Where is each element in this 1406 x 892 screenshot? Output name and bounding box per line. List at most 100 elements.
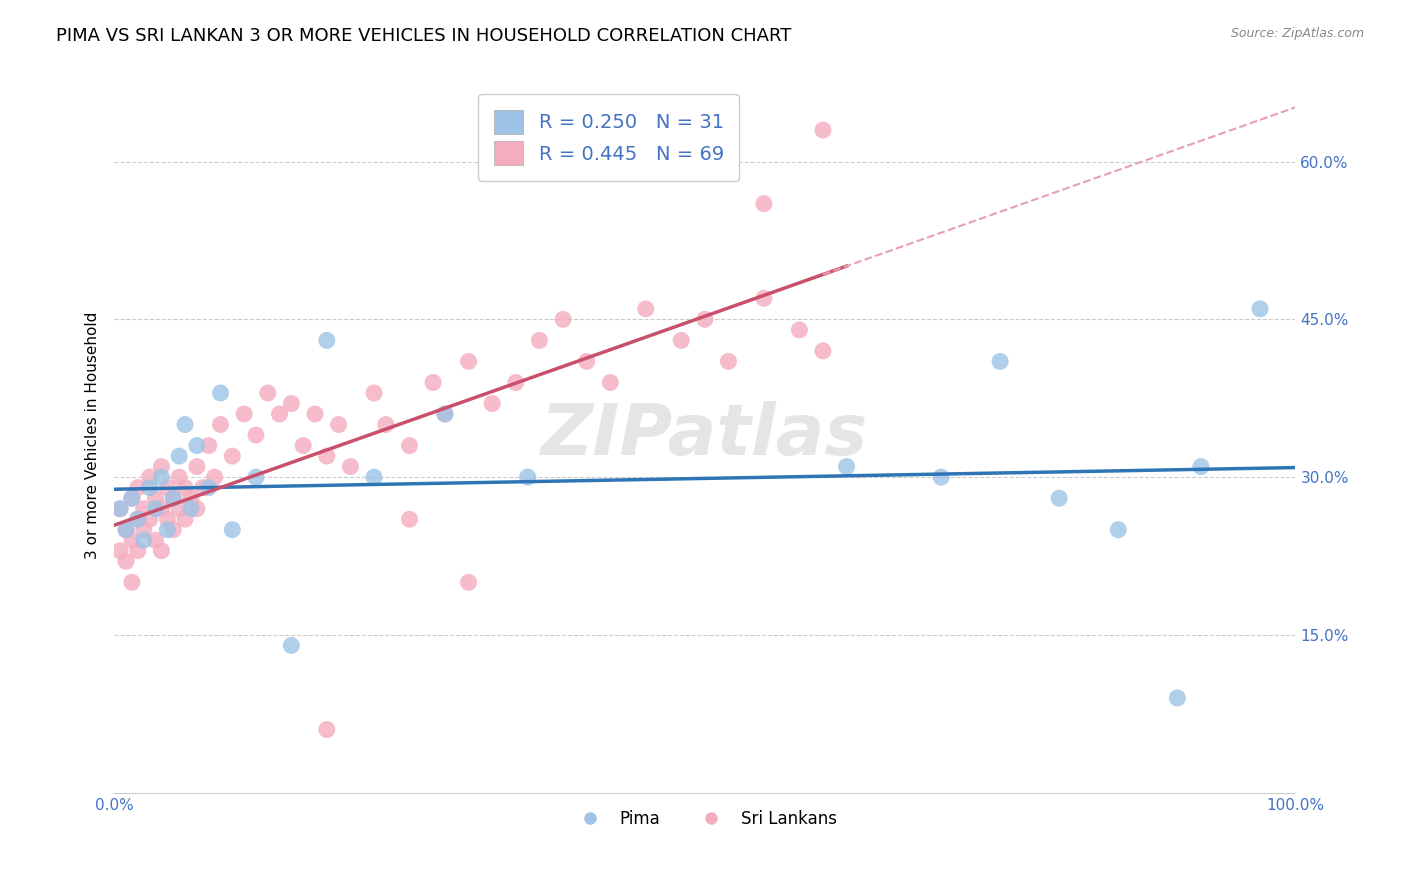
Point	[1189, 459, 1212, 474]
Point	[433, 407, 456, 421]
Point	[269, 407, 291, 421]
Point	[516, 470, 538, 484]
Point	[551, 312, 574, 326]
Point	[433, 407, 456, 421]
Point	[180, 491, 202, 505]
Point	[292, 439, 315, 453]
Point	[422, 376, 444, 390]
Point	[191, 481, 214, 495]
Point	[174, 481, 197, 495]
Point	[150, 501, 173, 516]
Point	[315, 723, 337, 737]
Point	[209, 386, 232, 401]
Point	[115, 523, 138, 537]
Point	[162, 491, 184, 505]
Legend: Pima, Sri Lankans: Pima, Sri Lankans	[567, 803, 844, 834]
Point	[138, 481, 160, 495]
Point	[150, 543, 173, 558]
Point	[481, 396, 503, 410]
Point	[115, 554, 138, 568]
Point	[204, 470, 226, 484]
Point	[108, 501, 131, 516]
Point	[121, 491, 143, 505]
Point	[156, 481, 179, 495]
Point	[167, 470, 190, 484]
Point	[634, 301, 657, 316]
Point	[929, 470, 952, 484]
Point	[221, 523, 243, 537]
Point	[108, 543, 131, 558]
Point	[127, 512, 149, 526]
Point	[197, 481, 219, 495]
Point	[1047, 491, 1070, 505]
Point	[221, 449, 243, 463]
Point	[150, 470, 173, 484]
Point	[127, 481, 149, 495]
Point	[156, 512, 179, 526]
Point	[180, 501, 202, 516]
Y-axis label: 3 or more Vehicles in Household: 3 or more Vehicles in Household	[86, 311, 100, 558]
Point	[811, 123, 834, 137]
Point	[328, 417, 350, 432]
Point	[115, 523, 138, 537]
Point	[186, 501, 208, 516]
Point	[162, 523, 184, 537]
Point	[315, 449, 337, 463]
Point	[811, 343, 834, 358]
Point	[256, 386, 278, 401]
Point	[693, 312, 716, 326]
Point	[398, 512, 420, 526]
Point	[121, 491, 143, 505]
Point	[505, 376, 527, 390]
Point	[988, 354, 1011, 368]
Point	[174, 512, 197, 526]
Point	[669, 334, 692, 348]
Point	[1249, 301, 1271, 316]
Point	[363, 386, 385, 401]
Point	[121, 533, 143, 548]
Point	[752, 291, 775, 305]
Point	[174, 417, 197, 432]
Point	[339, 459, 361, 474]
Point	[138, 470, 160, 484]
Point	[121, 575, 143, 590]
Point	[789, 323, 811, 337]
Point	[529, 334, 551, 348]
Point	[108, 501, 131, 516]
Point	[280, 639, 302, 653]
Point	[233, 407, 256, 421]
Point	[315, 334, 337, 348]
Text: Source: ZipAtlas.com: Source: ZipAtlas.com	[1230, 27, 1364, 40]
Point	[1107, 523, 1129, 537]
Point	[245, 470, 267, 484]
Point	[156, 523, 179, 537]
Text: ZIPatlas: ZIPatlas	[541, 401, 869, 469]
Point	[752, 196, 775, 211]
Point	[835, 459, 858, 474]
Point	[138, 512, 160, 526]
Text: PIMA VS SRI LANKAN 3 OR MORE VEHICLES IN HOUSEHOLD CORRELATION CHART: PIMA VS SRI LANKAN 3 OR MORE VEHICLES IN…	[56, 27, 792, 45]
Point	[167, 501, 190, 516]
Point	[374, 417, 396, 432]
Point	[280, 396, 302, 410]
Point	[132, 501, 155, 516]
Point	[717, 354, 740, 368]
Point	[127, 543, 149, 558]
Point	[186, 459, 208, 474]
Point	[398, 439, 420, 453]
Point	[363, 470, 385, 484]
Point	[209, 417, 232, 432]
Point	[245, 428, 267, 442]
Point	[145, 501, 167, 516]
Point	[304, 407, 326, 421]
Point	[132, 533, 155, 548]
Point	[599, 376, 621, 390]
Point	[127, 512, 149, 526]
Point	[145, 491, 167, 505]
Point	[457, 575, 479, 590]
Point	[1166, 691, 1188, 706]
Point	[186, 439, 208, 453]
Point	[575, 354, 598, 368]
Point	[167, 449, 190, 463]
Point	[162, 491, 184, 505]
